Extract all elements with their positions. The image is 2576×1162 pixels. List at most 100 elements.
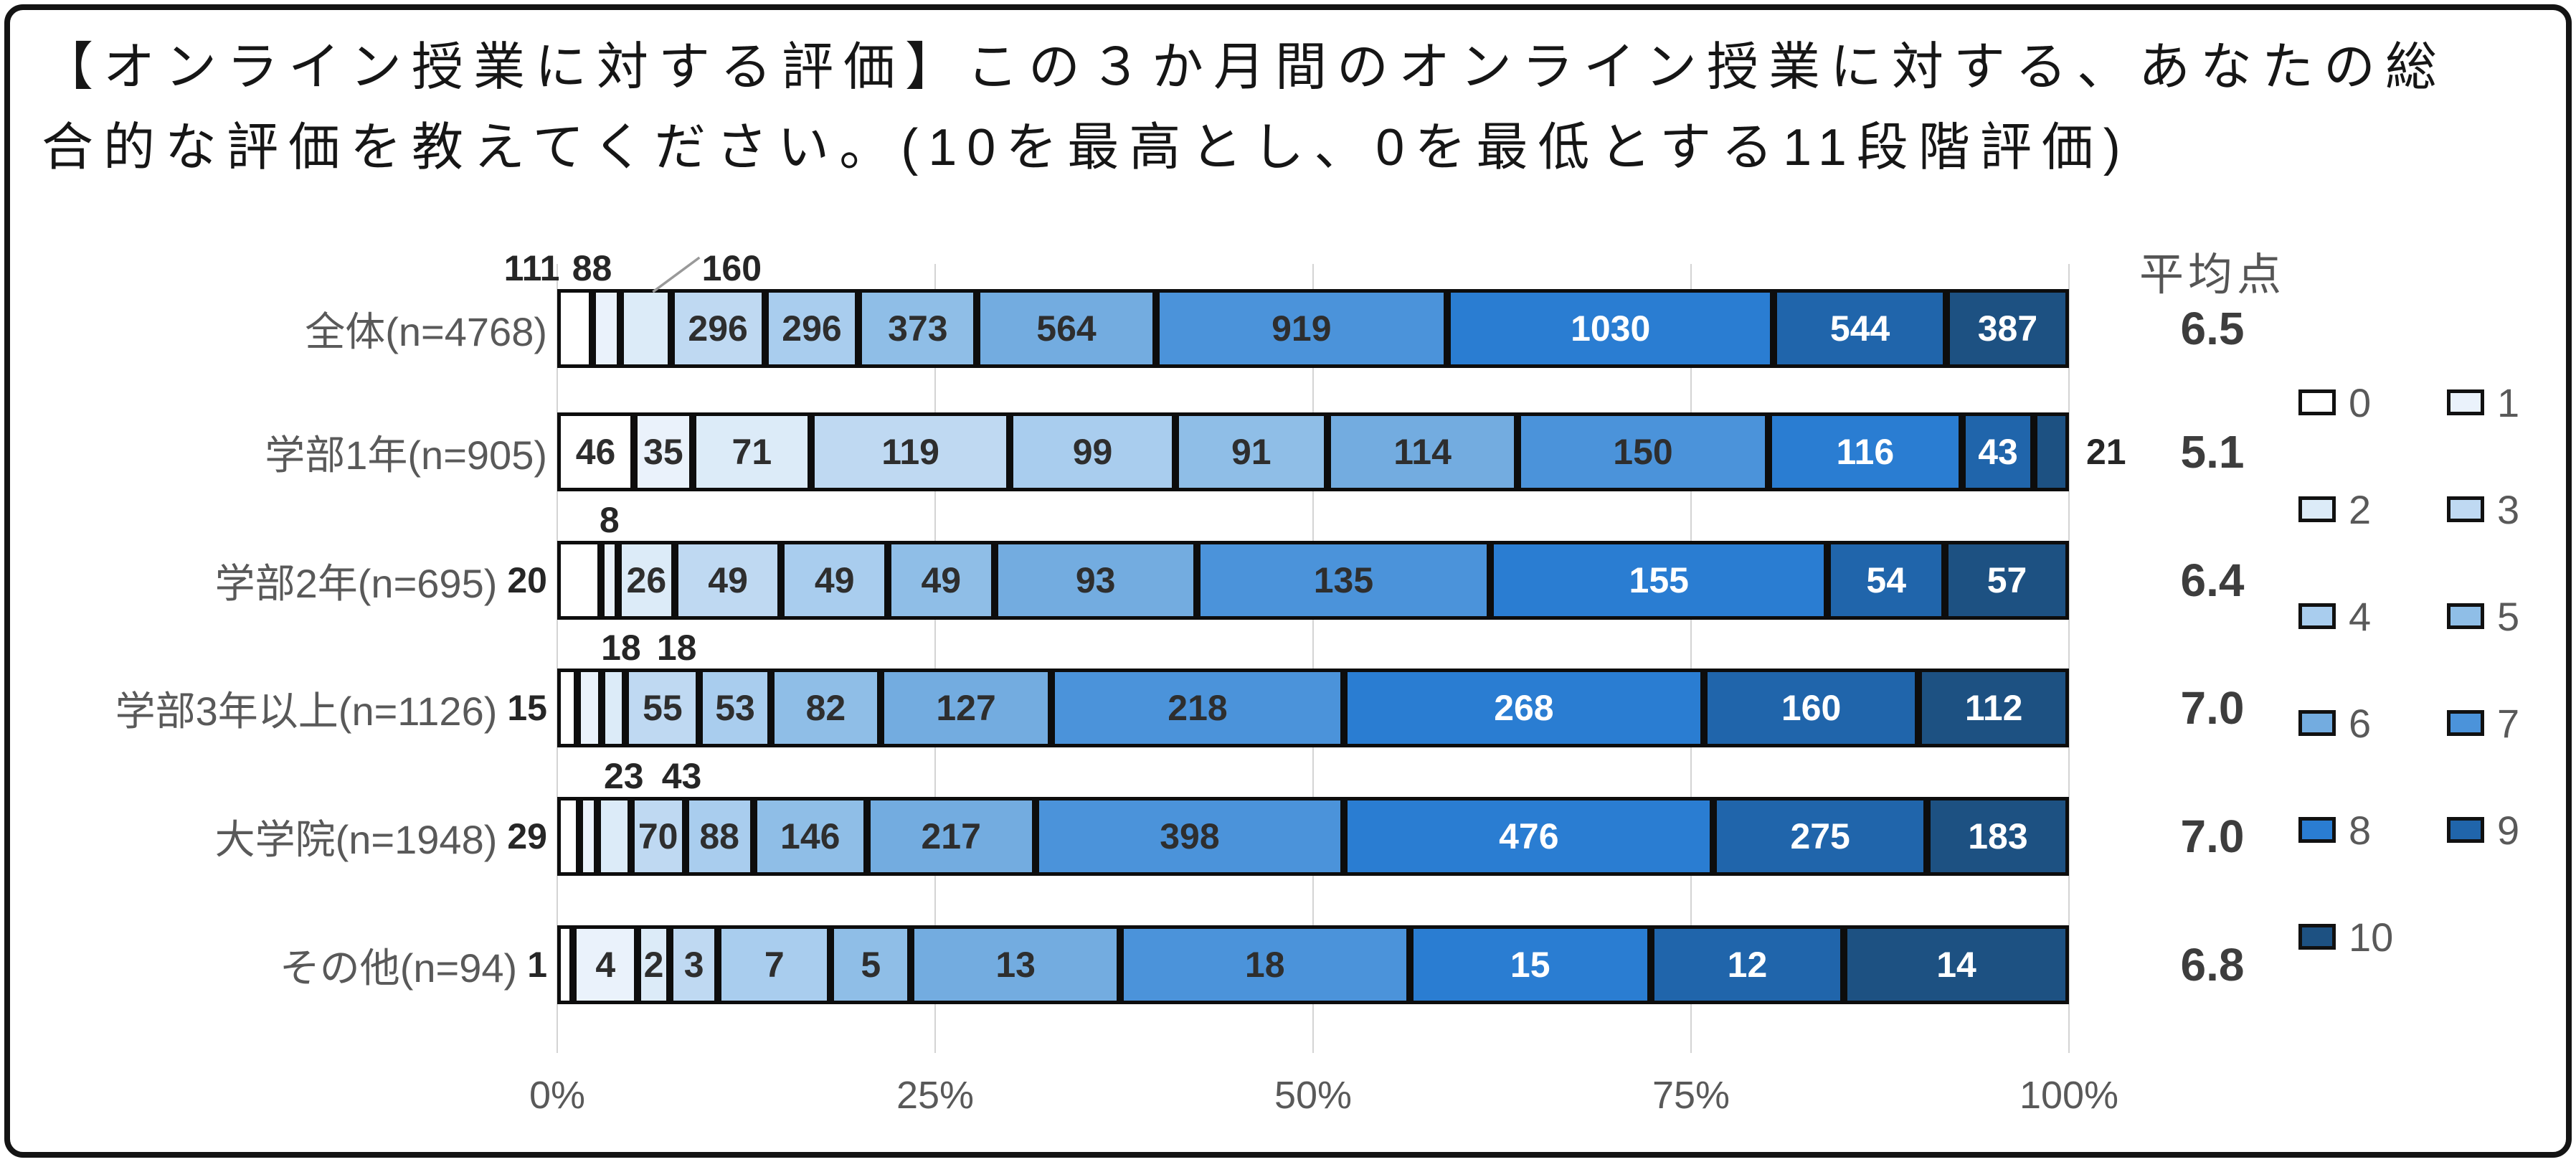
data-label: 160 <box>1781 688 1842 728</box>
data-label: 296 <box>782 308 842 349</box>
row-label-zone: 大学院(n=1948) 29 <box>0 797 547 876</box>
bar-segment: 35 <box>634 412 693 491</box>
data-label-outside-left: 1 <box>527 945 547 985</box>
data-label: 88 <box>699 816 739 856</box>
data-label: 91 <box>1231 432 1272 472</box>
category-label: 学部3年以上(n=1126) <box>115 688 498 734</box>
average-column-header: 平均点 <box>2139 250 2286 300</box>
data-label: 476 <box>1499 816 1559 856</box>
legend-swatch <box>2298 817 2336 843</box>
legend-item: 6 <box>2298 701 2371 746</box>
data-label: 18 <box>1244 945 1285 985</box>
data-label: 919 <box>1272 308 1332 349</box>
bar-segment <box>577 669 602 747</box>
row-label-zone: 全体(n=4768) <box>0 289 547 368</box>
bar-segment: 2 <box>638 925 670 1004</box>
average-value: 7.0 <box>2180 811 2245 862</box>
bar-segment: 1030 <box>1447 289 1774 368</box>
data-label: 398 <box>1160 816 1220 856</box>
category-label: 大学院(n=1948) <box>214 816 498 862</box>
bar-segment: 46 <box>557 412 635 491</box>
leader-line <box>652 256 701 293</box>
gridline <box>557 264 558 1053</box>
data-label: 35 <box>643 432 683 472</box>
bar-row: 70 88 146 217 398 476 275 183 <box>557 797 2069 876</box>
legend-label: 10 <box>2349 914 2394 960</box>
data-label-above: 23 <box>604 756 644 796</box>
bar-segment: 49 <box>674 541 782 620</box>
data-label: 55 <box>643 688 683 728</box>
bar-segment: 99 <box>1010 412 1175 491</box>
bar-segment: 12 <box>1650 925 1845 1004</box>
data-label: 4 <box>595 945 616 985</box>
bar-segment: 93 <box>994 541 1197 620</box>
x-axis-tick-label: 25% <box>896 1074 975 1117</box>
legend-item: 7 <box>2447 700 2520 746</box>
bar-segment: 5 <box>830 925 911 1004</box>
bar-segment: 544 <box>1774 289 1946 368</box>
data-label: 70 <box>638 816 678 856</box>
data-label: 93 <box>1075 560 1116 600</box>
data-label: 119 <box>881 432 939 472</box>
legend-label: 2 <box>2349 486 2372 532</box>
bar-segment: 13 <box>911 925 1120 1004</box>
data-label: 150 <box>1613 432 1673 472</box>
data-label-above: 111 <box>503 248 560 288</box>
data-label: 53 <box>715 688 755 728</box>
data-label: 14 <box>1936 945 1976 985</box>
average-value: 6.4 <box>2180 554 2245 606</box>
data-label: 46 <box>575 432 616 472</box>
bar-segment: 71 <box>692 412 812 491</box>
bar-segment: 160 <box>1703 669 1919 747</box>
data-label: 268 <box>1494 688 1554 728</box>
legend-label: 3 <box>2497 486 2520 532</box>
data-label: 71 <box>731 432 772 472</box>
bar-segment: 54 <box>1827 541 1946 620</box>
row-label-zone: 学部1年(n=905) <box>0 412 547 491</box>
x-axis-tick-label: 50% <box>1274 1074 1353 1117</box>
legend-label: 8 <box>2349 807 2372 853</box>
average-value: 6.5 <box>2180 303 2245 354</box>
bar-segment: 398 <box>1035 797 1345 876</box>
gridline <box>1690 264 1692 1053</box>
data-label: 155 <box>1629 560 1689 600</box>
bar-segment: 183 <box>1926 797 2069 876</box>
bar-segment: 116 <box>1768 412 1962 491</box>
bar-segment: 4 <box>573 925 638 1004</box>
data-label: 49 <box>814 560 855 600</box>
data-label: 82 <box>805 688 846 728</box>
legend-label: 9 <box>2497 807 2520 853</box>
legend-swatch <box>2447 389 2484 415</box>
bar-segment: 57 <box>1945 541 2069 620</box>
data-label-above: 43 <box>661 756 702 796</box>
bar-segment <box>579 797 598 876</box>
x-axis-tick-label: 75% <box>1652 1074 1730 1117</box>
gridline <box>2068 264 2070 1053</box>
gridline <box>934 264 936 1053</box>
bar-segment <box>2034 412 2069 491</box>
bar-segment: 18 <box>1119 925 1410 1004</box>
bar-segment: 112 <box>1918 669 2069 747</box>
bar-segment: 7 <box>718 925 831 1004</box>
data-label: 1030 <box>1571 308 1651 349</box>
bar-row: 4 2 3 7 5 13 18 15 12 14 <box>557 925 2069 1004</box>
data-label: 116 <box>1836 432 1895 472</box>
bar-segment <box>597 797 631 876</box>
bar-segment: 53 <box>699 669 771 747</box>
bar-segment: 14 <box>1844 925 2069 1004</box>
data-label-above: 8 <box>599 500 620 540</box>
legend-swatch <box>2298 496 2336 522</box>
bar-segment: 26 <box>617 541 675 620</box>
bar-row: 26 49 49 49 93 135 155 54 57 <box>557 541 2069 620</box>
data-label: 564 <box>1036 308 1097 349</box>
data-label-above: 18 <box>601 628 641 668</box>
row-label-zone: その他(n=94) 1 <box>0 925 547 1004</box>
legend-label: 7 <box>2497 700 2520 746</box>
bar-segment <box>557 541 601 620</box>
bar-segment: 296 <box>671 289 765 368</box>
bar-segment: 373 <box>858 289 977 368</box>
average-value: 6.8 <box>2180 939 2245 991</box>
bar-segment: 155 <box>1490 541 1828 620</box>
bar-segment <box>557 797 580 876</box>
